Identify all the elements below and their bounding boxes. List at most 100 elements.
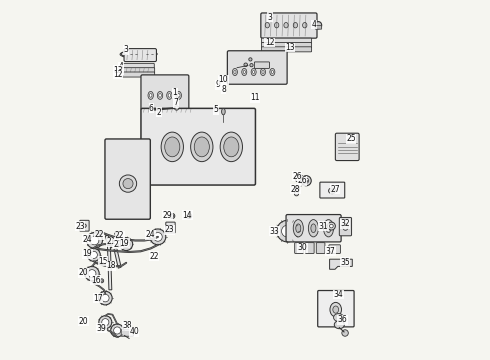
Ellipse shape (242, 68, 247, 76)
Ellipse shape (123, 179, 133, 189)
Text: 26: 26 (293, 172, 302, 181)
Text: 3: 3 (268, 13, 272, 22)
Ellipse shape (308, 220, 318, 237)
Ellipse shape (234, 71, 236, 73)
Ellipse shape (168, 94, 171, 97)
Ellipse shape (270, 68, 275, 76)
Ellipse shape (90, 251, 98, 258)
FancyBboxPatch shape (286, 215, 341, 242)
Text: 38: 38 (122, 321, 132, 330)
Ellipse shape (99, 316, 112, 329)
Ellipse shape (170, 213, 175, 219)
Ellipse shape (176, 91, 181, 99)
Text: 23: 23 (165, 225, 174, 234)
FancyBboxPatch shape (329, 245, 341, 253)
FancyBboxPatch shape (315, 26, 321, 29)
Text: 20: 20 (79, 317, 89, 325)
FancyBboxPatch shape (227, 51, 287, 84)
Text: 39: 39 (97, 324, 107, 333)
Text: 4: 4 (312, 20, 317, 29)
Ellipse shape (165, 137, 180, 157)
Polygon shape (105, 235, 112, 248)
Text: 22: 22 (115, 231, 124, 240)
Ellipse shape (250, 64, 253, 67)
Ellipse shape (120, 238, 133, 251)
Ellipse shape (311, 224, 316, 233)
Ellipse shape (171, 215, 173, 217)
Ellipse shape (188, 215, 191, 217)
Text: 27: 27 (330, 185, 340, 194)
FancyBboxPatch shape (166, 222, 175, 233)
Ellipse shape (293, 23, 297, 28)
Text: 22: 22 (149, 252, 159, 261)
Text: 18: 18 (106, 261, 116, 270)
Polygon shape (330, 259, 352, 269)
Ellipse shape (120, 175, 137, 192)
Polygon shape (114, 248, 121, 268)
FancyBboxPatch shape (142, 109, 202, 113)
Text: 19: 19 (120, 239, 129, 248)
Ellipse shape (87, 233, 102, 248)
Ellipse shape (330, 189, 334, 192)
FancyBboxPatch shape (262, 47, 312, 52)
Ellipse shape (334, 321, 344, 329)
Text: 16: 16 (91, 276, 100, 284)
Ellipse shape (102, 319, 109, 326)
FancyBboxPatch shape (320, 182, 345, 198)
Text: 25: 25 (346, 134, 356, 143)
Text: 35: 35 (340, 258, 350, 266)
Text: 28: 28 (291, 185, 300, 194)
Ellipse shape (251, 68, 256, 76)
FancyBboxPatch shape (305, 243, 314, 253)
Ellipse shape (98, 291, 112, 305)
Ellipse shape (330, 224, 333, 228)
Text: 32: 32 (340, 220, 350, 229)
Ellipse shape (232, 68, 238, 76)
FancyBboxPatch shape (124, 49, 156, 62)
Ellipse shape (101, 294, 109, 302)
Ellipse shape (150, 229, 166, 245)
Text: 8: 8 (221, 85, 226, 94)
FancyBboxPatch shape (105, 139, 150, 219)
Ellipse shape (244, 63, 247, 67)
Text: 11: 11 (250, 94, 260, 103)
Ellipse shape (167, 91, 172, 99)
Text: 21: 21 (106, 238, 116, 247)
Ellipse shape (224, 137, 239, 157)
FancyBboxPatch shape (121, 63, 154, 68)
Ellipse shape (174, 106, 179, 110)
Ellipse shape (169, 226, 172, 229)
Ellipse shape (303, 23, 307, 28)
Ellipse shape (327, 222, 335, 230)
Text: 10: 10 (219, 76, 228, 85)
Text: 7: 7 (173, 98, 178, 107)
FancyBboxPatch shape (262, 42, 312, 48)
Ellipse shape (111, 324, 123, 337)
Ellipse shape (191, 132, 213, 162)
Ellipse shape (294, 192, 298, 196)
Ellipse shape (101, 280, 102, 282)
Text: 9: 9 (216, 80, 220, 89)
Text: 2: 2 (157, 108, 162, 117)
Ellipse shape (120, 50, 156, 58)
Polygon shape (115, 233, 122, 248)
Text: 12: 12 (265, 38, 274, 47)
Ellipse shape (100, 279, 104, 283)
Text: 4: 4 (119, 62, 123, 71)
Ellipse shape (326, 224, 331, 233)
FancyBboxPatch shape (339, 217, 351, 236)
Ellipse shape (261, 68, 266, 76)
Text: 12: 12 (114, 70, 123, 79)
Text: 40: 40 (129, 328, 139, 336)
Ellipse shape (220, 132, 243, 162)
Ellipse shape (330, 302, 342, 317)
Ellipse shape (187, 213, 192, 219)
Ellipse shape (83, 224, 86, 228)
Ellipse shape (274, 23, 279, 28)
FancyBboxPatch shape (318, 291, 354, 327)
FancyBboxPatch shape (261, 13, 317, 38)
Ellipse shape (342, 330, 348, 336)
Text: 1: 1 (172, 89, 177, 98)
Text: 24: 24 (82, 235, 92, 244)
Ellipse shape (333, 306, 339, 313)
